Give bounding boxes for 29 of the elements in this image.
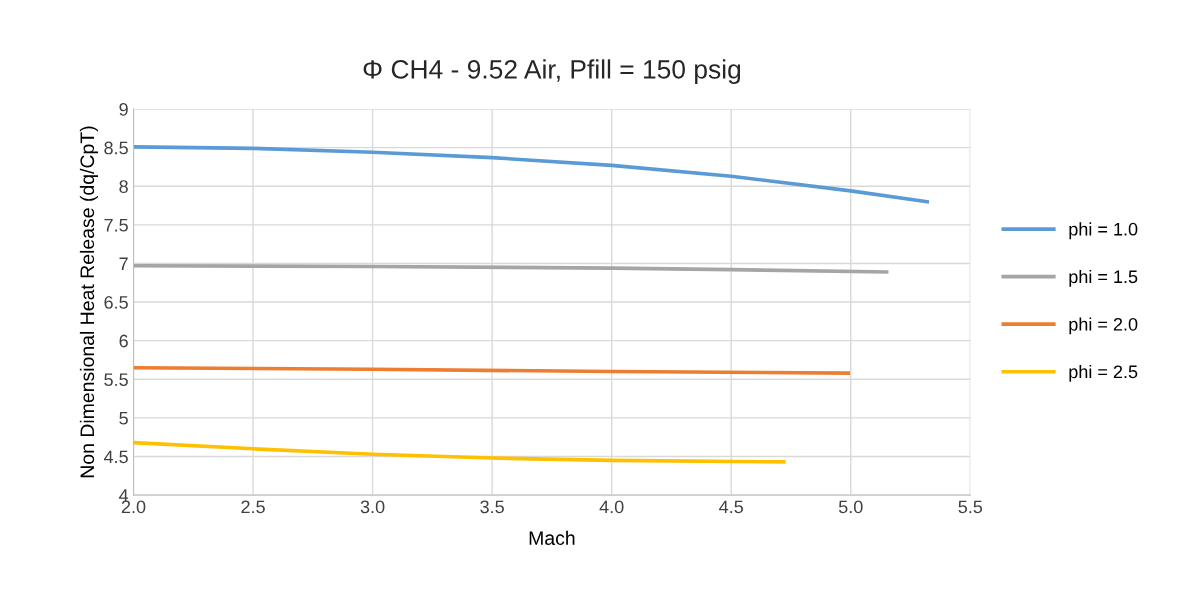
x-tick-label: 2.0 (121, 500, 146, 514)
y-tick-label: 8.5 (104, 141, 128, 155)
y-tick-label: 5 (119, 412, 128, 425)
chart-title: Φ CH4 - 9.52 Air, Pfill = 150 psig (363, 59, 741, 84)
legend-label: phi = 2.0 (1069, 317, 1138, 335)
x-tick-label: 4.0 (599, 500, 624, 514)
y-tick-label: 8 (119, 180, 128, 193)
line-series (133, 440, 786, 464)
y-tick-label: 5.5 (104, 373, 128, 387)
y-axis-title: Non Dimensional Heat Release (dq/CpT) (79, 126, 98, 478)
x-tick-label: 5.5 (958, 500, 983, 514)
legend-label: phi = 1.0 (1069, 222, 1138, 240)
y-tick-label: 4 (119, 489, 129, 502)
y-tick-label: 9 (119, 102, 128, 116)
x-tick-label: 3.0 (360, 500, 385, 514)
x-tick-label: 5.0 (838, 500, 863, 514)
x-tick-label: 3.5 (480, 500, 504, 514)
legend-label: phi = 2.5 (1069, 364, 1138, 382)
y-tick-label: 4.5 (103, 450, 128, 464)
y-tick-label: 6.5 (104, 296, 128, 309)
line-series (133, 263, 889, 274)
y-tick-label: 6 (119, 334, 128, 348)
y-tick-label: 7 (119, 257, 128, 270)
legend-label: phi = 1.5 (1069, 269, 1138, 287)
y-tick-label: 7.5 (104, 218, 128, 232)
line-series (133, 145, 930, 204)
x-axis-title: Mach (529, 530, 575, 545)
x-tick-label: 2.5 (241, 500, 265, 514)
x-tick-label: 4.5 (719, 500, 743, 514)
